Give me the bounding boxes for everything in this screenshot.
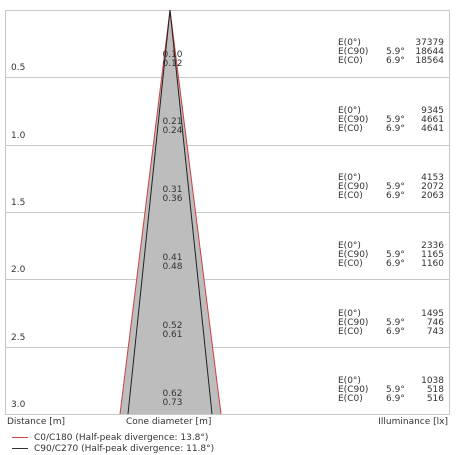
illuminance-block: E(0°) 4153 E(C90) 5.9° 2072 E(C0) 6.9° 2063 bbox=[338, 174, 446, 201]
distance-axis-label: Distance [m] bbox=[7, 417, 66, 427]
illuminance-angle: 6.9° bbox=[386, 394, 405, 404]
illuminance-angle: 5.9° bbox=[386, 115, 405, 125]
cone-diameter-label: 0.10 0.12 bbox=[150, 51, 195, 69]
illuminance-angle: 6.9° bbox=[386, 56, 405, 66]
illuminance-name: E(C90) bbox=[338, 250, 369, 260]
c90-diameter: 0.48 bbox=[162, 262, 183, 272]
illuminance-axis-label: Illuminance [lx] bbox=[378, 417, 448, 427]
distance-label: 1.0 bbox=[11, 131, 26, 141]
illuminance-block: E(0°) 1038 E(C90) 5.9° 518 E(C0) 6.9° 516 bbox=[338, 377, 446, 404]
row-divider bbox=[5, 347, 450, 348]
cone-diameter-label: 0.52 0.61 bbox=[150, 322, 195, 340]
illuminance-value: 18644 bbox=[415, 47, 444, 57]
illuminance-value: 4153 bbox=[421, 173, 444, 183]
illuminance-name: E(C0) bbox=[338, 191, 363, 201]
distance-label: 2.0 bbox=[11, 265, 26, 275]
illuminance-name: E(0°) bbox=[338, 309, 361, 319]
distance-label: 2.5 bbox=[11, 333, 26, 343]
illuminance-name: E(C90) bbox=[338, 182, 369, 192]
illuminance-value: 2072 bbox=[421, 182, 444, 192]
illuminance-name: E(C90) bbox=[338, 318, 369, 328]
legend-item-c90: C90/C270 (Half-peak divergence: 11.8°) bbox=[12, 444, 214, 454]
illuminance-angle: 6.9° bbox=[386, 124, 405, 134]
illuminance-name: E(C0) bbox=[338, 327, 363, 337]
illuminance-value: 2063 bbox=[421, 191, 444, 201]
illuminance-value: 1165 bbox=[421, 250, 444, 260]
c0-edge-left bbox=[119, 9, 171, 415]
distance-label: 0.5 bbox=[11, 63, 26, 73]
cone-axis-label: Cone diameter [m] bbox=[126, 417, 212, 427]
illuminance-angle: 5.9° bbox=[386, 250, 405, 260]
cone-diameter-label: 0.21 0.24 bbox=[150, 118, 195, 136]
illuminance-angle: 6.9° bbox=[386, 191, 405, 201]
illuminance-block: E(0°) 37379 E(C90) 5.9° 18644 E(C0) 6.9° 1856… bbox=[338, 39, 446, 66]
c0-diameter: 0.31 bbox=[162, 185, 183, 195]
illuminance-name: E(C0) bbox=[338, 394, 363, 404]
illuminance-angle: 5.9° bbox=[386, 47, 405, 57]
c90-diameter: 0.61 bbox=[162, 330, 183, 340]
illuminance-angle: 5.9° bbox=[386, 182, 405, 192]
illuminance-angle: 5.9° bbox=[386, 318, 405, 328]
c90-edge-right bbox=[169, 9, 213, 415]
legend-label: C90/C270 (Half-peak divergence: 11.8°) bbox=[34, 444, 215, 454]
legend-item-c0: C0/C180 (Half-peak divergence: 13.8°) bbox=[12, 433, 208, 443]
c90-diameter: 0.73 bbox=[162, 398, 183, 408]
illuminance-angle: 5.9° bbox=[386, 385, 405, 395]
legend-swatch-c0 bbox=[12, 437, 28, 438]
c90-diameter: 0.36 bbox=[162, 194, 183, 204]
c0-diameter: 0.52 bbox=[162, 321, 183, 331]
cone-diameter-label: 0.41 0.48 bbox=[150, 254, 195, 272]
illuminance-name: E(0°) bbox=[338, 106, 361, 116]
illuminance-value: 4641 bbox=[421, 124, 444, 134]
illuminance-angle: 6.9° bbox=[386, 327, 405, 337]
illuminance-value: 1495 bbox=[421, 309, 444, 319]
illuminance-name: E(0°) bbox=[338, 241, 361, 251]
c90-diameter: 0.12 bbox=[162, 59, 183, 69]
illuminance-block: E(0°) 1495 E(C90) 5.9° 746 E(C0) 6.9° 743 bbox=[338, 310, 446, 337]
illuminance-name: E(C0) bbox=[338, 56, 363, 66]
illuminance-value: 37379 bbox=[415, 38, 444, 48]
cone-diameter-label: 0.62 0.73 bbox=[150, 390, 195, 408]
illuminance-name: E(C90) bbox=[338, 115, 369, 125]
distance-label: 1.5 bbox=[11, 198, 26, 208]
legend-swatch-c90 bbox=[12, 448, 28, 449]
illuminance-name: E(0°) bbox=[338, 38, 361, 48]
illuminance-value: 2336 bbox=[421, 241, 444, 251]
illuminance-block: E(0°) 2336 E(C90) 5.9° 1165 E(C0) 6.9° 1160 bbox=[338, 242, 446, 269]
cone-fill bbox=[120, 10, 221, 414]
illuminance-name: E(0°) bbox=[338, 376, 361, 386]
c0-diameter: 0.62 bbox=[162, 389, 183, 399]
distance-label: 3.0 bbox=[11, 400, 26, 410]
illuminance-angle: 6.9° bbox=[386, 259, 405, 269]
illuminance-name: E(C90) bbox=[338, 47, 369, 57]
illuminance-value: 1160 bbox=[421, 259, 444, 269]
cone-diameter-label: 0.31 0.36 bbox=[150, 186, 195, 204]
c0-diameter: 0.41 bbox=[162, 253, 183, 263]
illuminance-value: 4661 bbox=[421, 115, 444, 125]
c90-edge-left bbox=[127, 9, 171, 415]
row-divider bbox=[5, 279, 450, 280]
c0-edge-right bbox=[169, 9, 222, 415]
row-divider bbox=[5, 77, 450, 78]
illuminance-name: E(0°) bbox=[338, 173, 361, 183]
illuminance-value: 18564 bbox=[415, 56, 444, 66]
illuminance-value: 518 bbox=[426, 385, 444, 395]
illuminance-value: 9345 bbox=[421, 106, 444, 116]
illuminance-name: E(C0) bbox=[338, 124, 363, 134]
illuminance-name: E(C0) bbox=[338, 259, 363, 269]
illuminance-value: 746 bbox=[426, 318, 444, 328]
illuminance-value: 743 bbox=[426, 327, 444, 337]
c90-diameter: 0.24 bbox=[162, 126, 183, 136]
c0-diameter: 0.10 bbox=[162, 50, 183, 60]
illuminance-name: E(C90) bbox=[338, 385, 369, 395]
illuminance-value: 516 bbox=[426, 394, 444, 404]
c0-diameter: 0.21 bbox=[162, 117, 183, 127]
row-divider bbox=[5, 145, 450, 146]
legend-label: C0/C180 (Half-peak divergence: 13.8°) bbox=[34, 433, 209, 443]
row-divider bbox=[5, 212, 450, 213]
illuminance-value: 1038 bbox=[421, 376, 444, 386]
illuminance-block: E(0°) 9345 E(C90) 5.9° 4661 E(C0) 6.9° 4641 bbox=[338, 107, 446, 134]
